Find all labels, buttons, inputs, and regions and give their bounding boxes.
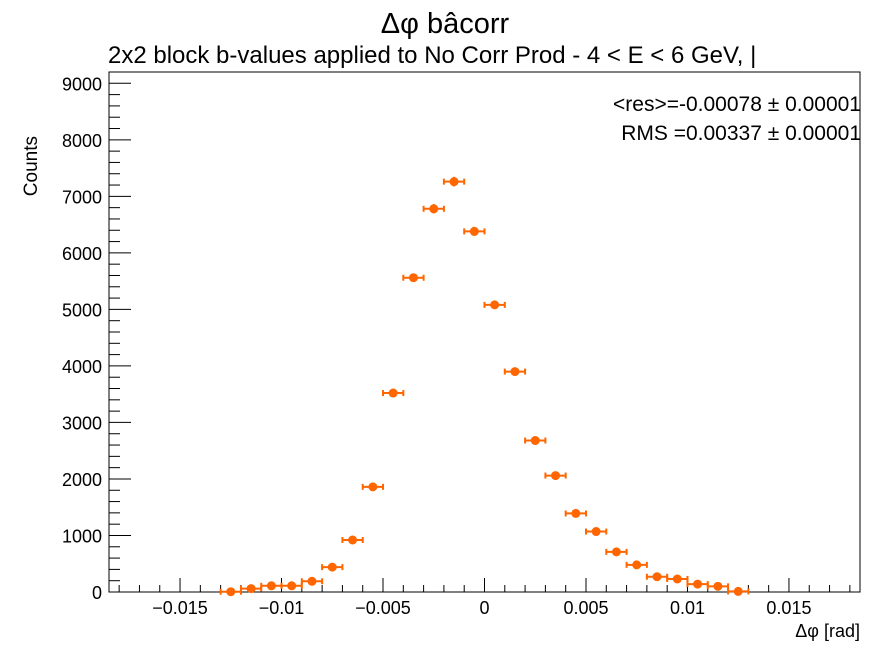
- data-point: [544, 471, 567, 481]
- data-point: [524, 436, 547, 446]
- y-tick-label: 0: [92, 583, 102, 603]
- data-point: [706, 581, 730, 591]
- data-marker: [672, 574, 682, 584]
- y-tick-label: 1000: [62, 526, 102, 546]
- data-marker: [733, 586, 743, 596]
- data-marker: [591, 527, 601, 537]
- data-marker: [348, 535, 358, 545]
- data-marker: [510, 367, 520, 377]
- data-marker: [226, 587, 236, 597]
- data-marker: [632, 560, 642, 570]
- data-point: [584, 527, 608, 537]
- data-marker: [327, 562, 337, 572]
- y-tick-labels: 0 1000 2000 3000 4000 5000 6000 7000 8000 9000: [62, 74, 102, 603]
- x-tick-label: −0.01: [259, 598, 305, 618]
- stats-rms: RMS =0.00337 ± 0.00001: [621, 122, 861, 145]
- data-marker: [449, 177, 459, 187]
- data-point: [361, 482, 385, 492]
- y-tick-label: 5000: [62, 300, 102, 320]
- x-tick-label: 0.01: [670, 598, 705, 618]
- data-marker: [490, 300, 500, 310]
- data-point: [442, 176, 466, 187]
- data-marker: [469, 226, 479, 236]
- y-tick-label: 7000: [62, 187, 102, 207]
- data-points: [219, 176, 750, 597]
- data-point: [605, 547, 628, 557]
- data-point: [463, 226, 486, 236]
- y-axis-label: Counts: [21, 136, 42, 196]
- x-tick-label: 0.005: [563, 598, 608, 618]
- chart-title: Δφ bâcorr: [381, 8, 510, 40]
- data-point: [260, 581, 283, 591]
- data-point: [564, 508, 587, 518]
- x-tick-labels: −0.015 −0.01 −0.005 0 0.005 0.01 0.015: [152, 598, 811, 618]
- y-tick-label: 8000: [62, 131, 102, 151]
- y-tick-label: 3000: [62, 413, 102, 433]
- data-marker: [246, 584, 256, 594]
- x-tick-label: 0: [479, 598, 489, 618]
- data-marker: [693, 579, 703, 589]
- data-point: [402, 273, 425, 283]
- y-axis: [109, 71, 131, 593]
- data-marker: [530, 436, 540, 446]
- data-marker: [266, 581, 276, 591]
- data-point: [280, 581, 303, 591]
- y-tick-label: 9000: [62, 74, 102, 94]
- data-point: [666, 574, 689, 584]
- data-marker: [429, 204, 439, 214]
- data-marker: [551, 471, 561, 481]
- data-point: [483, 300, 506, 310]
- y-tick-label: 2000: [62, 470, 102, 490]
- x-tick-label: −0.015: [152, 598, 208, 618]
- data-point: [503, 367, 527, 377]
- data-marker: [652, 572, 662, 582]
- data-marker: [287, 581, 297, 591]
- x-tick-label: 0.015: [766, 598, 811, 618]
- x-tick-label: −0.005: [355, 598, 411, 618]
- y-tick-label: 4000: [62, 357, 102, 377]
- chart-subtitle: 2x2 block b-values applied to No Corr Pr…: [108, 42, 756, 69]
- stats-mean: <res>=-0.00078 ± 0.00001: [613, 93, 861, 116]
- data-point: [727, 586, 750, 596]
- data-marker: [307, 576, 317, 586]
- x-axis-label: Δφ [rad]: [795, 621, 860, 641]
- data-marker: [611, 547, 621, 557]
- data-point: [219, 587, 242, 597]
- data-point: [300, 576, 324, 586]
- data-marker: [571, 508, 581, 518]
- data-marker: [368, 482, 378, 492]
- data-marker: [408, 273, 418, 283]
- data-point: [686, 579, 709, 589]
- data-point: [625, 560, 648, 570]
- data-point: [321, 562, 344, 572]
- data-point: [341, 535, 364, 545]
- data-marker: [713, 581, 723, 591]
- data-point: [645, 572, 669, 582]
- data-marker: [388, 388, 398, 398]
- data-point: [382, 388, 405, 398]
- y-tick-label: 6000: [62, 244, 102, 264]
- data-point: [422, 204, 445, 214]
- plot-frame: [108, 71, 861, 593]
